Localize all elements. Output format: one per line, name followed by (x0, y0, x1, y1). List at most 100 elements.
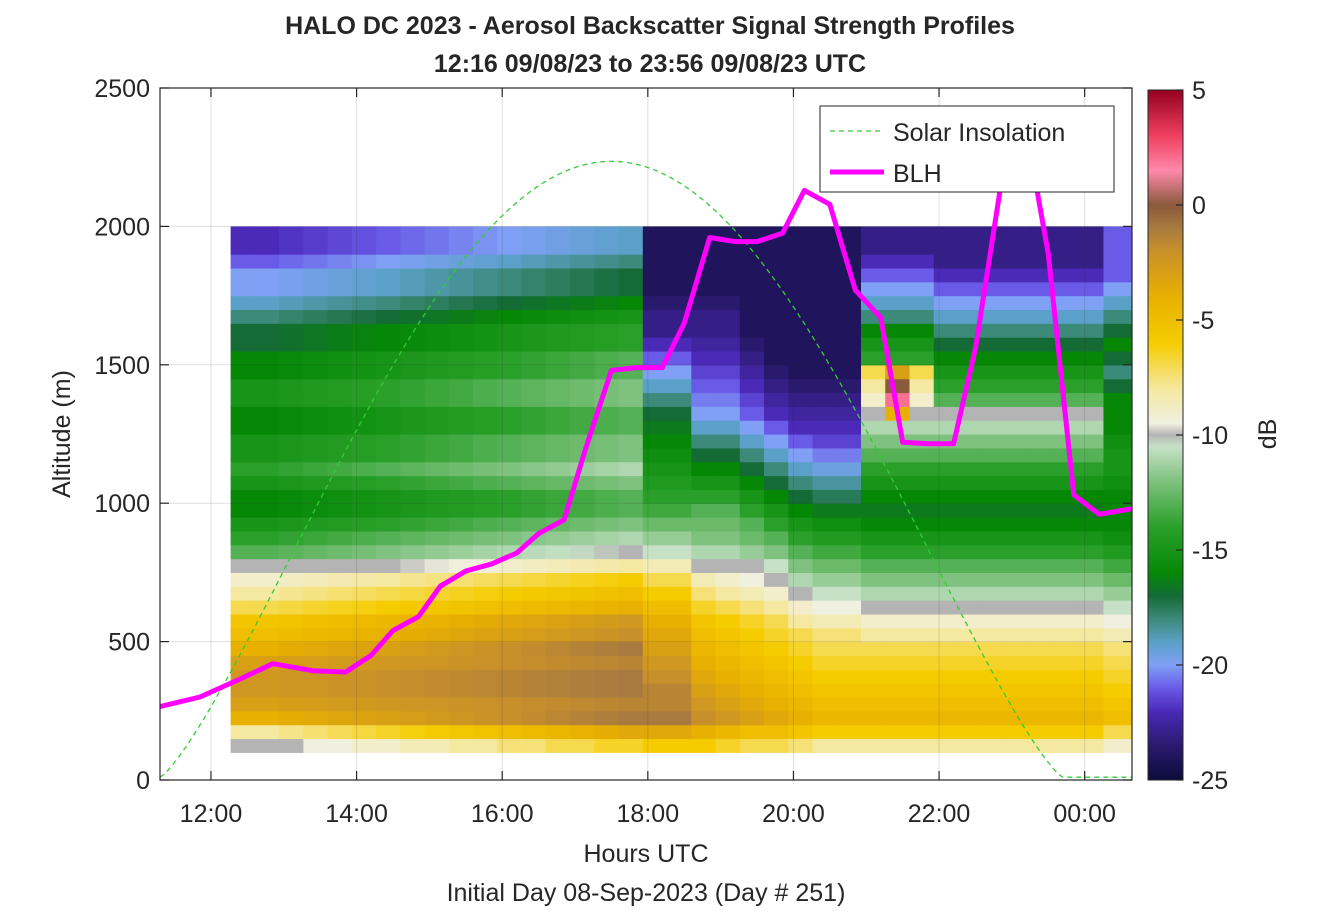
heatmap-cell (448, 281, 474, 297)
heatmap-cell (303, 517, 329, 532)
heatmap-cell (376, 461, 401, 477)
heatmap-cell (279, 724, 304, 740)
heatmap-cell (230, 530, 256, 546)
heatmap-cell (400, 267, 426, 283)
heatmap-cell (885, 544, 911, 560)
heatmap-cell (1030, 655, 1056, 670)
heatmap-cell (230, 683, 256, 698)
heatmap-cell (788, 447, 814, 463)
heatmap-cell (909, 281, 935, 297)
heatmap-cell (327, 627, 353, 643)
heatmap-cell (618, 420, 644, 435)
heatmap-cell (230, 406, 256, 421)
heatmap-cell (279, 669, 304, 684)
heatmap-cell (812, 461, 838, 477)
heatmap-cell (400, 281, 426, 297)
heatmap-cell (327, 503, 353, 518)
heatmap-cell (279, 572, 304, 587)
heatmap-cell (376, 337, 401, 352)
heatmap-cell (473, 669, 498, 684)
heatmap-cell (303, 309, 329, 324)
heatmap-cell (909, 544, 935, 560)
heatmap-cell (836, 364, 862, 380)
heatmap-cell (448, 641, 474, 657)
heatmap-cell (618, 309, 644, 324)
heatmap-cell (1079, 337, 1105, 352)
heatmap-cell (788, 710, 814, 726)
heatmap-cell (594, 420, 620, 435)
heatmap-cell (739, 669, 765, 684)
x-axis-ticks: 12:00 14:00 16:00 18:00 20:00 22:00 00:00 (180, 88, 1116, 828)
heatmap-cell (594, 627, 620, 643)
heatmap-cell (400, 641, 426, 657)
heatmap-cell (230, 267, 256, 283)
heatmap-cell (836, 295, 862, 311)
heatmap-cell (1030, 710, 1056, 726)
heatmap-cell (497, 641, 523, 657)
heatmap-cell (473, 641, 498, 657)
heatmap-cell (715, 724, 741, 740)
heatmap-cell (909, 295, 935, 311)
heatmap-cell (812, 267, 838, 283)
heatmap-cell (376, 558, 401, 573)
heatmap-cell (303, 295, 329, 311)
heatmap-cell (376, 323, 401, 338)
heatmap-cell (691, 337, 717, 352)
heatmap-cell (715, 738, 741, 753)
heatmap-cell (497, 364, 523, 380)
heatmap-cell (254, 406, 280, 421)
heatmap-cell (230, 503, 256, 518)
heatmap-cell (836, 323, 862, 338)
heatmap-cell (982, 710, 1008, 726)
heatmap-cell (1127, 696, 1132, 712)
heatmap-cell (424, 323, 450, 338)
heatmap-cell (351, 337, 377, 352)
heatmap-cell (691, 586, 717, 601)
heatmap-cell (618, 627, 644, 643)
heatmap-cell (279, 461, 304, 477)
heatmap-cell (933, 669, 959, 684)
heatmap-cell (254, 489, 280, 504)
heatmap-cell (570, 530, 595, 546)
heatmap-cell (618, 558, 644, 573)
heatmap-cell (497, 350, 523, 366)
heatmap-cell (1030, 724, 1056, 740)
heatmap-cell (448, 724, 474, 740)
heatmap-cell (715, 544, 741, 560)
heatmap-cell (1054, 627, 1080, 643)
heatmap-cell (885, 627, 911, 643)
heatmap-cell (691, 434, 717, 449)
heatmap-cell (1030, 475, 1056, 490)
heatmap-cell (836, 337, 862, 352)
heatmap-cell (691, 461, 717, 477)
heatmap-cell (1006, 572, 1032, 587)
heatmap-cell (667, 434, 692, 449)
heatmap-cell (618, 683, 644, 698)
heatmap-cell (788, 267, 814, 283)
heatmap-cell (327, 641, 353, 657)
heatmap-cell (1103, 240, 1129, 255)
heatmap-cell (1127, 447, 1132, 463)
heatmap-cell (861, 364, 886, 380)
heatmap-cell (788, 669, 814, 684)
heatmap-cell (788, 323, 814, 338)
heatmap-cell (861, 434, 886, 449)
heatmap-cell (473, 586, 498, 601)
heatmap-cell (667, 586, 692, 601)
heatmap-cell (1127, 240, 1132, 255)
heatmap-cell (739, 641, 765, 657)
heatmap-cell (885, 461, 911, 477)
heatmap-cell (497, 323, 523, 338)
heatmap-cell (1006, 558, 1032, 573)
heatmap-cell (473, 350, 498, 366)
heatmap-cell (448, 489, 474, 504)
heatmap-cell (351, 738, 377, 753)
x-tick-label: 16:00 (471, 800, 534, 828)
heatmap-cell (667, 669, 692, 684)
heatmap-cell (1127, 600, 1132, 615)
heatmap-cell (764, 530, 789, 546)
heatmap-cell (667, 378, 692, 394)
heatmap-cell (957, 503, 983, 518)
heatmap-cell (497, 669, 523, 684)
heatmap-cell (667, 613, 692, 629)
